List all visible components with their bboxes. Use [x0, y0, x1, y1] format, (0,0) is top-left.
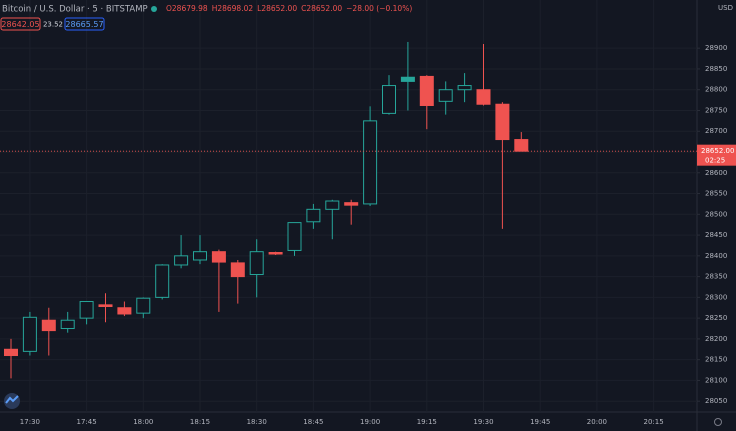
y-tick-label: 28200	[705, 335, 727, 343]
ask-badge	[64, 17, 105, 31]
y-tick-label: 28400	[705, 252, 727, 260]
candle-body	[495, 103, 510, 141]
candle-body	[136, 297, 151, 314]
x-tick-label: 18:15	[190, 418, 210, 426]
y-tick-label: 28300	[705, 293, 727, 301]
y-tick-label: 28150	[705, 356, 727, 364]
candle-body	[98, 304, 113, 308]
y-tick-label: 28250	[705, 314, 727, 322]
candle-body	[514, 139, 529, 152]
x-tick-label: 17:45	[77, 418, 97, 426]
legend-value: O28679.98	[166, 4, 208, 13]
candle-body	[419, 75, 434, 106]
y-tick-label: 28500	[705, 210, 727, 218]
candle-body	[230, 262, 245, 278]
candle-body	[400, 76, 415, 82]
candle-body	[211, 251, 226, 263]
bid-price: 28642.05	[1, 20, 39, 29]
legend-value: −28.00 (−0.10%)	[346, 4, 412, 13]
candle-body	[60, 319, 75, 330]
candle-body	[287, 222, 302, 251]
x-tick-label: 18:45	[303, 418, 323, 426]
candle-body	[174, 255, 189, 266]
symbol-title: Bitcoin / U.S. Dollar · 5 · BITSTAMP	[2, 5, 148, 15]
y-tick-label: 28050	[705, 397, 727, 405]
x-tick-label: 17:30	[20, 418, 40, 426]
y-tick-label: 28900	[705, 44, 727, 52]
candle-body	[344, 202, 359, 206]
grid	[0, 0, 697, 412]
bid-badge	[0, 17, 41, 31]
x-tick-label: 18:00	[133, 418, 153, 426]
x-tick-label: 20:15	[644, 418, 664, 426]
legend-value: L28652.00	[257, 4, 297, 13]
countdown: 02:25	[705, 157, 725, 165]
y-tick-label: 28800	[705, 86, 727, 94]
y-tick-label: 28100	[705, 376, 727, 384]
candle-body	[325, 200, 340, 210]
spread: 23.52	[43, 21, 63, 29]
settings-icon[interactable]	[714, 418, 722, 426]
candle-body	[363, 120, 378, 205]
x-tick-label: 19:30	[473, 418, 493, 426]
candle-body	[22, 316, 37, 352]
candle-body	[155, 264, 170, 298]
x-tick-label: 18:30	[247, 418, 267, 426]
candle-body	[249, 251, 264, 276]
y-tick-label: 28450	[705, 231, 727, 239]
y-tick-label: 28850	[705, 65, 727, 73]
candle-body	[41, 319, 56, 332]
candles	[4, 41, 529, 379]
legend-value: H28698.02	[212, 4, 254, 13]
candle-body	[382, 85, 396, 114]
candle-body	[268, 252, 283, 255]
candle-body	[476, 89, 491, 105]
x-tick-label: 19:45	[530, 418, 550, 426]
candle-body	[117, 307, 132, 315]
legend-value: C28652.00	[301, 4, 342, 13]
candle-body	[438, 89, 453, 102]
candle-body	[79, 301, 94, 319]
x-tick-label: 20:00	[587, 418, 607, 426]
x-tick-label: 19:15	[417, 418, 437, 426]
candle-body	[457, 85, 472, 91]
last-price-label: 28652.00	[701, 147, 734, 155]
ask-price: 28665.57	[65, 20, 103, 29]
x-tick-label: 19:00	[360, 418, 380, 426]
y-tick-label: 28600	[705, 169, 727, 177]
currency-label: USD	[718, 4, 733, 12]
logo-glyph	[5, 395, 19, 404]
last-price-box	[697, 144, 736, 166]
ohlc-legend: O28679.98 H28698.02 L28652.00 C28652.00 −28.…	[166, 4, 412, 13]
candle-body	[193, 251, 207, 261]
candle-body	[306, 208, 321, 223]
y-tick-label: 28350	[705, 273, 727, 281]
y-tick-label: 28700	[705, 127, 727, 135]
y-tick-label: 28750	[705, 106, 727, 114]
candle-body	[4, 348, 18, 357]
y-tick-label: 28550	[705, 190, 727, 198]
status-dot	[151, 6, 157, 12]
